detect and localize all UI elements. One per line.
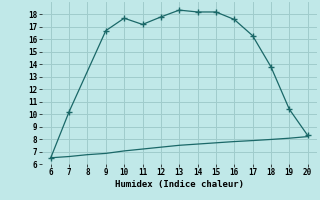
X-axis label: Humidex (Indice chaleur): Humidex (Indice chaleur): [115, 180, 244, 189]
